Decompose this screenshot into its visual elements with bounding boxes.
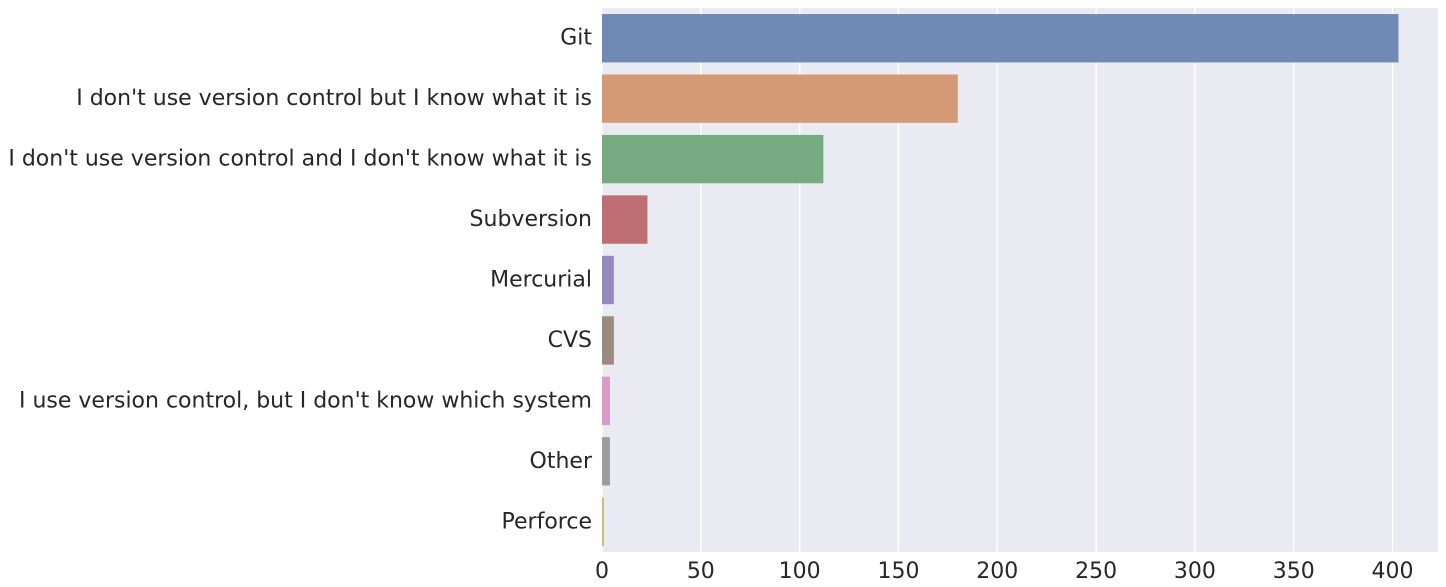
category-label-4: Mercurial: [490, 268, 592, 293]
x-tick-label-4: 200: [976, 559, 1018, 584]
x-tick-label-3: 150: [877, 559, 919, 584]
category-label-1: I don't use version control but I know w…: [76, 86, 592, 111]
bar-1: [602, 74, 958, 123]
category-label-5: CVS: [548, 328, 592, 353]
bar-8: [602, 497, 604, 546]
bar-3: [602, 195, 648, 244]
category-labels: Git I don't use version control but I kno…: [8, 26, 593, 535]
bar-7: [602, 437, 610, 486]
bar-5: [602, 316, 614, 365]
x-tick-label-1: 50: [687, 559, 715, 584]
category-label-6: I use version control, but I don't know …: [19, 388, 592, 413]
category-label-0: Git: [560, 26, 592, 51]
x-tick-label-7: 350: [1273, 559, 1315, 584]
x-tick-label-0: 0: [595, 559, 609, 584]
x-tick-label-6: 300: [1174, 559, 1216, 584]
bar-4: [602, 255, 614, 305]
x-tick-label-2: 100: [779, 559, 821, 584]
category-label-7: Other: [530, 449, 593, 474]
x-tick-label-8: 400: [1372, 559, 1414, 584]
bar-2: [602, 134, 824, 184]
x-tick-labels: 0 50 100 150 200 250 300 350 400: [595, 559, 1414, 584]
x-tick-label-5: 250: [1075, 559, 1117, 584]
bar-0: [602, 14, 1399, 63]
bar-6: [602, 376, 610, 426]
category-label-2: I don't use version control and I don't …: [8, 147, 592, 172]
category-label-8: Perforce: [502, 509, 592, 534]
category-label-3: Subversion: [470, 207, 592, 232]
bars: [602, 14, 1399, 546]
